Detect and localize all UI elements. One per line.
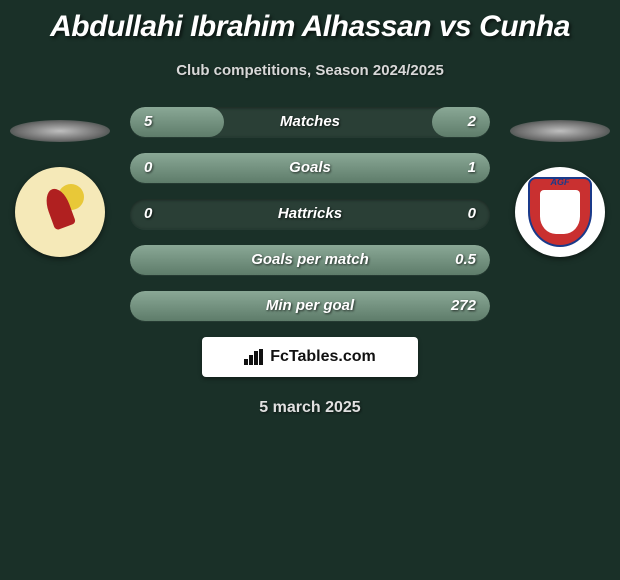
footer-date: 5 march 2025 <box>0 399 620 417</box>
left-player-badge <box>10 120 110 220</box>
brand-chart-icon <box>244 349 264 365</box>
stat-row: 272Min per goal <box>130 291 490 321</box>
stat-label: Matches <box>130 107 490 137</box>
right-club-logo: AGF <box>515 167 605 257</box>
stat-label: Goals <box>130 153 490 183</box>
page-title: Abdullahi Ibrahim Alhassan vs Cunha <box>0 0 620 44</box>
stats-container: 52Matches 01Goals 00Hattricks 0.5Goals per … <box>130 107 490 321</box>
right-player-badge: AGF <box>510 120 610 220</box>
stat-label: Hattricks <box>130 199 490 229</box>
shadow-ellipse <box>510 120 610 142</box>
brand-text: FcTables.com <box>270 348 376 366</box>
stat-row: 00Hattricks <box>130 199 490 229</box>
stat-label: Goals per match <box>130 245 490 275</box>
stat-row: 52Matches <box>130 107 490 137</box>
logo-graphic-right: AGF <box>528 177 592 247</box>
stat-row: 01Goals <box>130 153 490 183</box>
stat-label: Min per goal <box>130 291 490 321</box>
brand-logo-box: FcTables.com <box>202 337 418 377</box>
shield-icon <box>540 190 580 234</box>
left-club-logo <box>15 167 105 257</box>
page-subtitle: Club competitions, Season 2024/2025 <box>0 62 620 79</box>
logo-graphic-left <box>30 182 90 242</box>
agf-label: AGF <box>551 177 570 187</box>
stat-row: 0.5Goals per match <box>130 245 490 275</box>
shadow-ellipse <box>10 120 110 142</box>
